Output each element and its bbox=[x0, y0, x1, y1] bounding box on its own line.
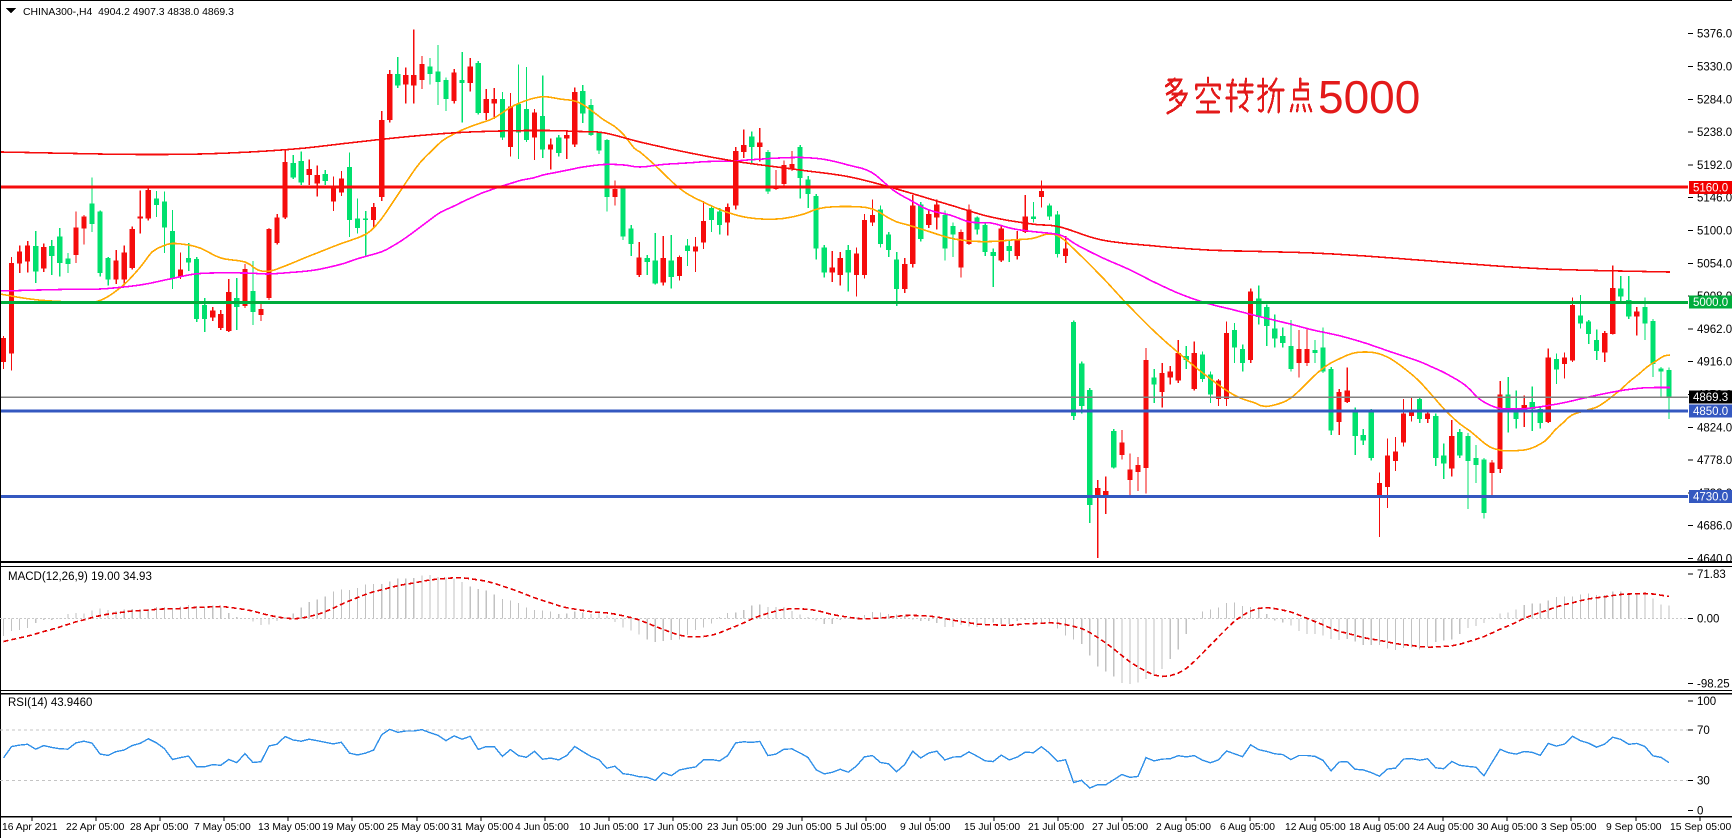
svg-text:25 May 05:00: 25 May 05:00 bbox=[387, 822, 450, 833]
svg-text:71.83: 71.83 bbox=[1697, 569, 1726, 581]
svg-text:100: 100 bbox=[1697, 696, 1716, 708]
svg-text:4824.0: 4824.0 bbox=[1697, 422, 1732, 434]
svg-text:16 Apr 2021: 16 Apr 2021 bbox=[2, 822, 58, 833]
svg-text:4850.0: 4850.0 bbox=[1693, 406, 1728, 418]
svg-text:4916.0: 4916.0 bbox=[1697, 357, 1732, 369]
svg-text:5000: 5000 bbox=[1318, 71, 1420, 123]
svg-text:28 Apr 05:00: 28 Apr 05:00 bbox=[130, 822, 189, 833]
svg-text:4730.0: 4730.0 bbox=[1693, 492, 1728, 504]
svg-text:15 Jul 05:00: 15 Jul 05:00 bbox=[964, 822, 1020, 833]
svg-text:5330.0: 5330.0 bbox=[1697, 61, 1732, 73]
svg-text:12 Aug 05:00: 12 Aug 05:00 bbox=[1285, 822, 1346, 833]
svg-text:18 Aug 05:00: 18 Aug 05:00 bbox=[1349, 822, 1410, 833]
svg-text:19 May 05:00: 19 May 05:00 bbox=[322, 822, 385, 833]
svg-text:RSI(14) 43.9460: RSI(14) 43.9460 bbox=[8, 697, 92, 709]
svg-text:4686.0: 4686.0 bbox=[1697, 521, 1732, 533]
svg-text:29 Jun 05:00: 29 Jun 05:00 bbox=[772, 822, 832, 833]
svg-text:5284.0: 5284.0 bbox=[1697, 94, 1732, 106]
svg-text:5054.0: 5054.0 bbox=[1697, 258, 1732, 270]
svg-text:7 May 05:00: 7 May 05:00 bbox=[194, 822, 251, 833]
svg-text:31 May 05:00: 31 May 05:00 bbox=[451, 822, 514, 833]
svg-text:30: 30 bbox=[1697, 776, 1710, 788]
svg-text:5 Jul 05:00: 5 Jul 05:00 bbox=[836, 822, 887, 833]
svg-text:4 Jun 05:00: 4 Jun 05:00 bbox=[515, 822, 569, 833]
svg-text:5376.0: 5376.0 bbox=[1697, 29, 1732, 41]
svg-text:5146.0: 5146.0 bbox=[1697, 193, 1732, 205]
svg-text:5160.0: 5160.0 bbox=[1693, 183, 1728, 195]
svg-text:17 Jun 05:00: 17 Jun 05:00 bbox=[643, 822, 703, 833]
svg-text:15 Sep 05:00: 15 Sep 05:00 bbox=[1670, 822, 1732, 833]
svg-text:5192.0: 5192.0 bbox=[1697, 160, 1732, 172]
svg-text:27 Jul 05:00: 27 Jul 05:00 bbox=[1092, 822, 1148, 833]
svg-text:4640.0: 4640.0 bbox=[1697, 554, 1732, 566]
svg-text:4778.0: 4778.0 bbox=[1697, 455, 1732, 467]
svg-text:30 Aug 05:00: 30 Aug 05:00 bbox=[1477, 822, 1538, 833]
svg-text:-98.25: -98.25 bbox=[1697, 679, 1730, 691]
svg-text:6 Aug 05:00: 6 Aug 05:00 bbox=[1220, 822, 1275, 833]
svg-text:4869.3: 4869.3 bbox=[1693, 392, 1728, 404]
svg-text:9 Sep 05:00: 9 Sep 05:00 bbox=[1606, 822, 1662, 833]
svg-text:70: 70 bbox=[1697, 725, 1710, 737]
svg-text:0.00: 0.00 bbox=[1697, 614, 1719, 626]
svg-text:9 Jul 05:00: 9 Jul 05:00 bbox=[900, 822, 951, 833]
svg-text:24 Aug 05:00: 24 Aug 05:00 bbox=[1413, 822, 1474, 833]
svg-text:5000.0: 5000.0 bbox=[1693, 297, 1728, 309]
svg-text:4962.0: 4962.0 bbox=[1697, 324, 1732, 336]
svg-text:CHINA300-,H4 4904.2 4907.3 48: CHINA300-,H4 4904.2 4907.3 4838.0 4869.3 bbox=[23, 7, 234, 18]
svg-text:MACD(12,26,9) 19.00 34.93: MACD(12,26,9) 19.00 34.93 bbox=[8, 571, 152, 583]
svg-text:5100.0: 5100.0 bbox=[1697, 226, 1732, 238]
svg-text:2 Aug 05:00: 2 Aug 05:00 bbox=[1156, 822, 1211, 833]
svg-text:22 Apr 05:00: 22 Apr 05:00 bbox=[66, 822, 125, 833]
svg-text:3 Sep 05:00: 3 Sep 05:00 bbox=[1541, 822, 1597, 833]
svg-text:0: 0 bbox=[1697, 806, 1703, 818]
svg-text:13 May 05:00: 13 May 05:00 bbox=[258, 822, 321, 833]
svg-text:10 Jun 05:00: 10 Jun 05:00 bbox=[579, 822, 639, 833]
svg-text:5238.0: 5238.0 bbox=[1697, 127, 1732, 139]
svg-text:23 Jun 05:00: 23 Jun 05:00 bbox=[707, 822, 767, 833]
svg-text:21 Jul 05:00: 21 Jul 05:00 bbox=[1028, 822, 1084, 833]
